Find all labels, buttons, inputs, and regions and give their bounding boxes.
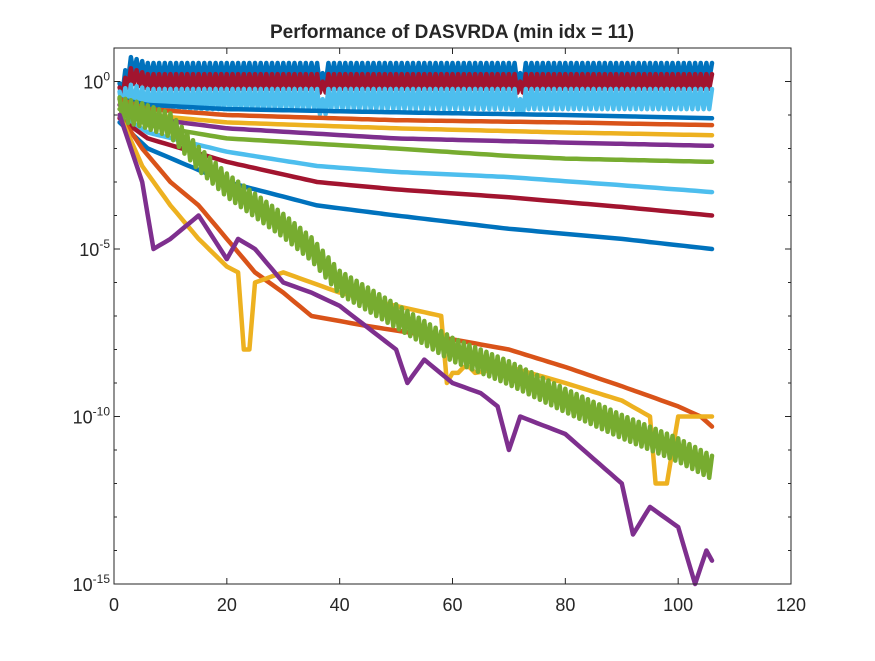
x-tick-label: 40 — [330, 595, 350, 615]
series-line-15 — [117, 112, 715, 587]
series-line-7 — [117, 102, 715, 149]
series-line-2 — [117, 65, 715, 100]
x-tick-label: 80 — [555, 595, 575, 615]
axes-layer: 0 20 40 60 80 100 120 10-15 10-10 10-5 100 — [73, 47, 806, 615]
y-tick-label: 10-15 — [73, 572, 111, 595]
series-line-14 — [117, 95, 715, 481]
series-line-5 — [117, 96, 715, 128]
series-layer — [117, 54, 715, 587]
series-line-10 — [117, 115, 715, 218]
x-tick-label: 100 — [663, 595, 693, 615]
series-line-8 — [117, 106, 715, 165]
x-tick-label: 0 — [109, 595, 119, 615]
x-tick-label: 120 — [776, 595, 806, 615]
chart-title: Performance of DASVRDA (min idx = 11) — [270, 22, 634, 43]
y-tick-label: 100 — [83, 70, 110, 93]
x-tick-label: 60 — [442, 595, 462, 615]
y-tick-label: 10-10 — [73, 405, 111, 428]
series-line-6 — [117, 102, 715, 138]
series-line-9 — [117, 112, 715, 195]
x-tick-label: 20 — [217, 595, 237, 615]
series-line-13 — [117, 112, 715, 486]
y-tick-label: 10-5 — [79, 237, 110, 260]
series-line-4 — [117, 96, 715, 121]
